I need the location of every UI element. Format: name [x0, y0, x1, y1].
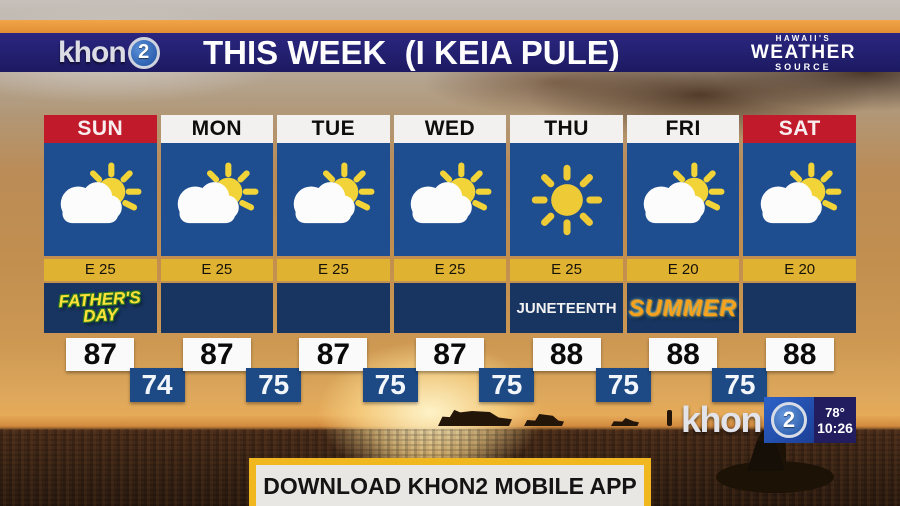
channel-2-icon: 2 — [127, 36, 160, 69]
wind-value: E 25 — [510, 259, 623, 281]
current-temperature: 78° — [825, 404, 845, 420]
partly-cloudy-icon — [294, 161, 375, 223]
wind-value: E 20 — [626, 259, 740, 281]
special-day-box — [743, 283, 856, 333]
day-name-header: SUN — [44, 115, 157, 143]
forecast-day-column: THU — [510, 115, 651, 405]
special-day-box — [277, 283, 390, 333]
partly-cloudy-icon — [760, 161, 842, 223]
weather-icon-box — [510, 143, 623, 256]
weather-icon-box — [44, 143, 157, 256]
source-line-source: SOURCE — [775, 62, 832, 72]
low-temperature: 75 — [712, 368, 768, 402]
special-day-label: SUMMER — [629, 294, 738, 321]
low-temperature: 75 — [362, 368, 418, 402]
current-time: 10:26 — [817, 419, 853, 436]
low-temperature: 75 — [595, 368, 651, 402]
day-name-header: MON — [160, 115, 274, 143]
special-day-label: JUNETEENTH — [516, 299, 617, 317]
temperature-area: 88 75 — [510, 333, 651, 405]
wind-value: E 25 — [44, 259, 157, 281]
page-title: THIS WEEK (I KEIA PULE) — [203, 34, 620, 71]
weather-icon-box — [743, 143, 856, 256]
forecast-day-column: SUN — [44, 115, 185, 405]
khon-logo-text: khon — [58, 35, 127, 69]
forecast-grid: SUN — [44, 115, 856, 405]
forecast-day-column: FRI — [626, 115, 768, 405]
special-day-box: FATHER'S DAY — [44, 283, 157, 333]
special-day-box — [160, 283, 274, 333]
day-name-header: THU — [510, 115, 623, 143]
temperature-area: 88 — [743, 333, 856, 405]
source-line-weather: WEATHER — [750, 42, 856, 63]
bug-khon-text: khon — [681, 399, 763, 440]
day-name-header: FRI — [626, 115, 740, 143]
partly-cloudy-icon — [643, 161, 725, 223]
high-temperature: 87 — [415, 338, 484, 371]
channel-2-icon: 2 — [771, 402, 807, 438]
special-day-box: JUNETEENTH — [510, 283, 623, 333]
temperature-area: 87 74 — [44, 333, 185, 405]
forecast-day-column: SAT — [743, 115, 856, 405]
wind-value: E 25 — [277, 259, 390, 281]
weather-icon-box — [626, 143, 740, 256]
weather-icon-box — [277, 143, 390, 256]
temperature-area: 87 75 — [394, 333, 535, 405]
high-temperature: 87 — [66, 338, 135, 371]
high-temperature: 87 — [299, 338, 368, 371]
high-temperature: 88 — [649, 338, 718, 371]
header-orange-strip — [0, 20, 900, 33]
weather-icon-box — [393, 143, 507, 256]
forecast-day-column: MON — [160, 115, 302, 405]
khon2-logo: khon 2 — [58, 33, 160, 72]
station-bug: khon 2 78° 10:26 — [681, 397, 856, 443]
special-day-box: SUMMER — [626, 283, 740, 333]
mobile-app-banner: DOWNLOAD KHON2 MOBILE APP — [249, 458, 651, 506]
partly-cloudy-icon — [61, 161, 142, 223]
wind-value: E 25 — [160, 259, 274, 281]
source-line-hawaiis: HAWAII'S — [775, 34, 832, 43]
low-temperature: 74 — [129, 368, 185, 402]
header-bar: khon 2 THIS WEEK (I KEIA PULE) HAWAII'S … — [0, 33, 900, 72]
day-name-header: SAT — [743, 115, 856, 143]
temperature-area: 87 75 — [161, 333, 302, 405]
forecast-day-column: TUE — [277, 115, 418, 405]
boat-silhouette — [611, 418, 639, 426]
high-temperature: 88 — [532, 338, 601, 371]
day-name-header: WED — [393, 115, 507, 143]
partly-cloudy-icon — [177, 161, 259, 223]
weather-icon-box — [160, 143, 274, 256]
bug-channel-box: 2 — [764, 397, 814, 443]
sunny-icon — [531, 164, 602, 235]
high-temperature: 88 — [765, 338, 834, 371]
partly-cloudy-icon — [410, 161, 492, 223]
low-temperature: 75 — [246, 368, 302, 402]
low-temperature: 75 — [479, 368, 535, 402]
weather-source-branding: HAWAII'S WEATHER SOURCE — [751, 34, 856, 72]
mobile-app-banner-text: DOWNLOAD KHON2 MOBILE APP — [263, 473, 637, 499]
person-silhouette — [667, 410, 672, 426]
temperature-area: 87 75 — [277, 333, 418, 405]
day-name-header: TUE — [277, 115, 390, 143]
special-day-label: FATHER'S DAY — [58, 287, 142, 326]
forecast-day-column: WED — [393, 115, 535, 405]
bug-temp-time-box: 78° 10:26 — [814, 397, 856, 443]
high-temperature: 87 — [182, 338, 251, 371]
wind-value: E 25 — [393, 259, 507, 281]
temperature-area: 88 75 — [627, 333, 768, 405]
wind-value: E 20 — [743, 259, 856, 281]
special-day-box — [393, 283, 507, 333]
